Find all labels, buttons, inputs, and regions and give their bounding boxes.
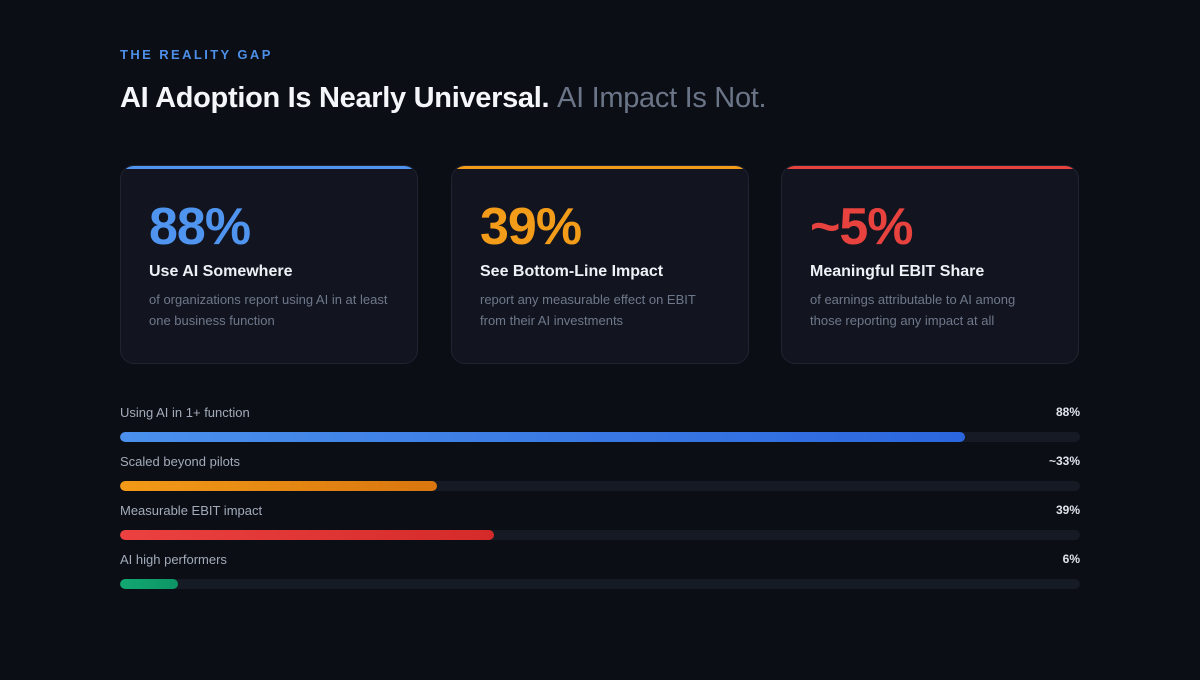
bar-fill	[120, 579, 178, 589]
stat-card-bottom-line: 39% See Bottom-Line Impact report any me…	[451, 165, 749, 364]
stat-description: report any measurable effect on EBIT fro…	[480, 292, 696, 328]
bar-track	[120, 530, 1080, 540]
bar-value: 39%	[1055, 503, 1080, 517]
bar-track	[120, 432, 1080, 442]
stat-value: ~5%	[810, 198, 914, 256]
card-accent-line	[782, 166, 1078, 169]
bar-fill	[120, 481, 437, 491]
bar-value: ~33%	[1048, 454, 1080, 468]
stat-card-ebit-share: ~5% Meaningful EBIT Share of earnings at…	[781, 165, 1079, 364]
bar-value: 6%	[1062, 552, 1080, 566]
bar-track	[120, 481, 1080, 491]
bar-label: Scaled beyond pilots	[120, 454, 240, 469]
stat-title: Meaningful EBIT Share	[810, 263, 985, 280]
bar-track	[120, 579, 1080, 589]
bar-fill	[120, 432, 965, 442]
stat-card-adoption: 88% Use AI Somewhere of organizations re…	[120, 165, 418, 364]
stat-description: of earnings attributable to AI among tho…	[810, 292, 1016, 328]
bar-label: AI high performers	[120, 552, 227, 567]
bar-row-using-ai: Using AI in 1+ function 88%	[120, 404, 1080, 453]
section-eyebrow: THE REALITY GAP	[120, 47, 273, 62]
bar-row-high-performers: AI high performers 6%	[120, 551, 1080, 600]
page-title: AI Adoption Is Nearly Universal. AI Impa…	[120, 80, 767, 116]
card-accent-line	[121, 166, 417, 169]
headline-strong: AI Adoption Is Nearly Universal.	[120, 82, 550, 114]
stat-cards: 88% Use AI Somewhere of organizations re…	[120, 165, 1080, 365]
bar-label: Using AI in 1+ function	[120, 405, 250, 420]
headline-muted: AI Impact Is Not.	[557, 82, 767, 114]
progress-bars: Using AI in 1+ function 88% Scaled beyon…	[120, 404, 1080, 600]
stat-value: 88%	[149, 198, 251, 256]
bar-row-ebit-impact: Measurable EBIT impact 39%	[120, 502, 1080, 551]
bar-value: 88%	[1055, 405, 1080, 419]
stat-value: 39%	[480, 198, 582, 256]
stat-title: Use AI Somewhere	[149, 263, 293, 280]
stat-title: See Bottom-Line Impact	[480, 263, 664, 280]
bar-row-scaled: Scaled beyond pilots ~33%	[120, 453, 1080, 502]
card-accent-line	[452, 166, 748, 169]
bar-label: Measurable EBIT impact	[120, 503, 263, 518]
bar-fill	[120, 530, 495, 540]
stat-description: of organizations report using AI in at l…	[149, 292, 388, 328]
